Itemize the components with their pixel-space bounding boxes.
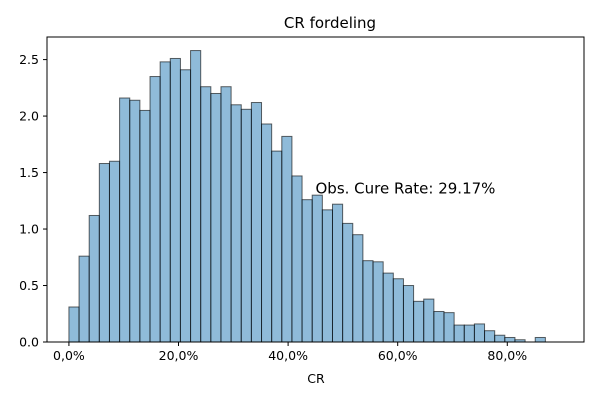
histogram-bar [119,97,131,343]
histogram-bar [261,123,273,343]
y-tick-label: 2.0 [19,109,39,124]
histogram-bar [321,209,333,343]
histogram-bar [88,214,100,343]
histogram-bar [271,150,283,343]
plot-frame [46,36,585,343]
histogram-bar [68,306,80,343]
x-tick-label: 0,0% [53,348,85,363]
histogram-bar [392,278,404,343]
x-tick-label: 20,0% [159,348,199,363]
x-tick-label: 40,0% [268,348,308,363]
histogram-bar [311,194,323,343]
y-tick-label: 1.0 [19,222,39,237]
histogram-bar [402,285,415,343]
histogram-bar [473,323,486,343]
histogram-bar [220,86,232,343]
histogram-bar [190,50,202,343]
histogram-bar [169,57,181,343]
x-tick-label: 80,0% [487,348,527,363]
histogram-bar [443,312,455,343]
histogram-bar [342,222,354,343]
histogram-bar [453,324,465,343]
histogram-bar [200,86,212,343]
histogram-bar [423,298,435,343]
histogram-bar [413,300,425,343]
y-tick-label: 2.5 [19,52,39,67]
histogram-bar [504,336,516,343]
histogram-bar [372,261,384,343]
histogram-bar [149,76,161,343]
histogram-bar [463,324,475,343]
histogram-bar [129,99,141,343]
histogram-bar [159,61,171,343]
histogram-bar [382,272,394,343]
histogram-bar [281,135,293,343]
obs-cure-rate-annotation: Obs. Cure Rate: 29.17% [316,179,496,197]
chart-title: CR fordeling [284,14,376,32]
histogram-bar [98,163,110,343]
histogram-bar [250,102,263,343]
histogram-bar [484,330,496,343]
histogram-bar [291,175,303,343]
histogram-bar [108,160,121,343]
histogram-bar [534,336,546,343]
histogram-bar [362,260,374,343]
x-axis-ticks: 0,0% 20,0% 40,0% 60,0% 80,0% [53,342,527,363]
histogram-bar [433,311,445,343]
histogram-bar [352,234,364,343]
histogram-bar [331,203,344,343]
y-tick-label: 1.5 [19,165,39,180]
y-tick-label: 0.0 [19,335,39,350]
histogram-bar [494,334,506,343]
histogram-bar [210,92,222,343]
histogram-bar [230,104,242,343]
histogram-bar [179,69,192,343]
histogram-bar [78,255,90,343]
x-axis-title: CR [307,371,325,386]
histogram-bar [301,199,313,343]
x-tick-label: 60,0% [378,348,418,363]
histogram-bar [139,109,151,343]
histogram-bar [240,108,252,343]
y-tick-label: 0.5 [19,278,39,293]
y-axis-ticks: 0.0 0.5 1.0 1.5 2.0 2.5 [19,52,47,350]
